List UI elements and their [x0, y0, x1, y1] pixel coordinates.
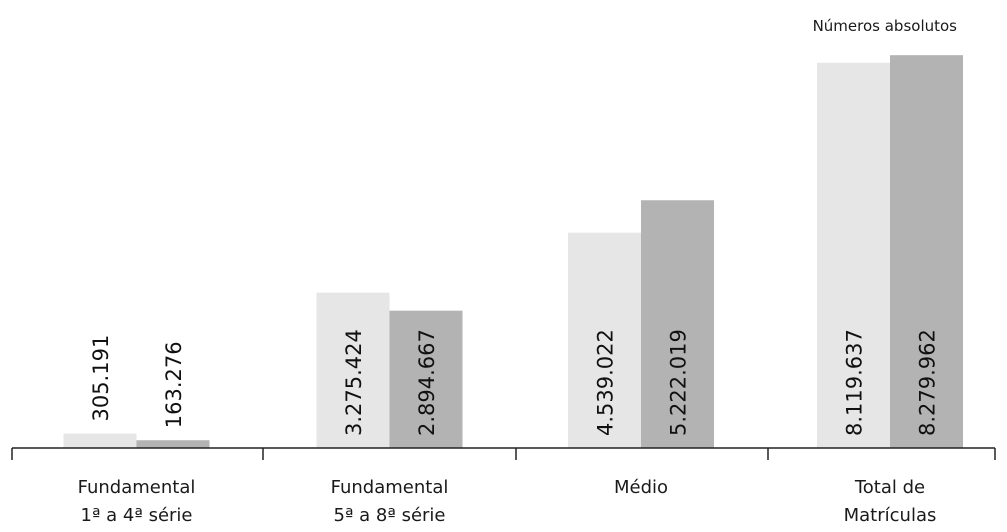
- category-label-1-line-2: 1ª a 4ª série: [80, 505, 193, 526]
- category-label-4-line-1: Total de: [854, 477, 926, 498]
- category-label-4: Total de Matrículas: [780, 474, 1000, 530]
- category-label-2-line-2: 5ª a 8ª série: [333, 505, 446, 526]
- value-label-series1-cat2: 3.275.424: [342, 329, 366, 436]
- category-label-2-line-1: Fundamental: [330, 477, 449, 498]
- bar-series1-cat2: [316, 292, 390, 448]
- value-label-series2-cat3: 5.222.019: [667, 329, 691, 436]
- bar-series1-cat4: [817, 62, 890, 449]
- value-label-series2-cat1: 163.276: [162, 341, 186, 428]
- category-label-1: Fundamental 1ª a 4ª série: [27, 474, 247, 530]
- bar-series2-cat2: [389, 310, 463, 448]
- unit-note: Números absolutos: [812, 17, 957, 35]
- value-label-series1-cat4: 8.119.637: [843, 329, 867, 436]
- category-label-2: Fundamental 5ª a 8ª série: [280, 474, 500, 530]
- value-label-series2-cat2: 2.894.667: [415, 329, 439, 436]
- category-label-1-line-1: Fundamental: [77, 477, 196, 498]
- bar-series2-cat3: [641, 200, 714, 448]
- bar-series1-cat3: [568, 232, 641, 448]
- category-label-3-line-1: Médio: [613, 477, 669, 498]
- value-label-series1-cat1: 305.191: [89, 335, 113, 422]
- value-label-series2-cat4: 8.279.962: [916, 329, 940, 436]
- category-label-4-line-2: Matrículas: [843, 505, 937, 526]
- value-label-series1-cat3: 4.539.022: [594, 329, 618, 436]
- bar-series2-cat4: [890, 55, 963, 448]
- bar-series2-cat1: [136, 440, 210, 448]
- bar-series1-cat1: [63, 433, 137, 448]
- category-label-3: Médio: [531, 474, 751, 502]
